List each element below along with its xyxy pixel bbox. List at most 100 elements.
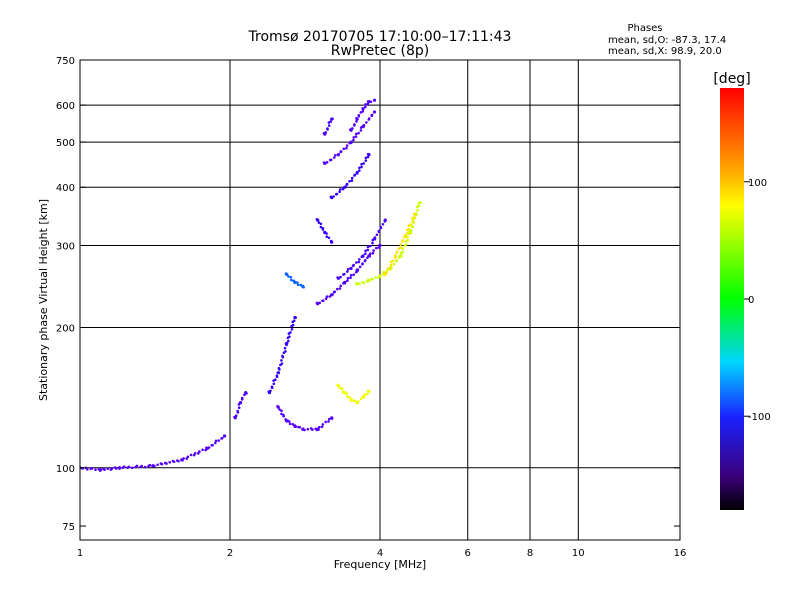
y-axis-label: Stationary phase Virtual Height [km] <box>37 199 50 401</box>
data-point <box>403 234 408 238</box>
data-point <box>359 397 363 401</box>
data-point <box>339 284 343 288</box>
data-point <box>413 212 417 216</box>
data-point <box>343 391 347 395</box>
data-point <box>140 464 143 468</box>
data-point <box>318 425 321 429</box>
data-point <box>355 132 358 136</box>
data-point <box>361 124 365 129</box>
data-point <box>366 248 370 252</box>
phases-line-x: mean, sd,X: 98.9, 20.0 <box>608 46 722 57</box>
x-axis: 1 2 4 6 8 10 16 <box>77 548 687 559</box>
data-point <box>319 225 323 229</box>
data-point <box>372 110 377 114</box>
data-point <box>364 156 368 160</box>
data-point <box>291 323 295 327</box>
data-point <box>198 450 201 453</box>
data-point <box>241 396 244 400</box>
data-point <box>288 422 292 426</box>
data-point <box>383 272 387 276</box>
data-point <box>365 121 368 124</box>
data-point <box>325 161 329 164</box>
data-point <box>353 173 357 177</box>
data-point <box>324 297 328 301</box>
data-point <box>341 187 345 191</box>
data-point <box>353 399 357 403</box>
data-point <box>346 276 350 280</box>
data-point <box>336 384 340 388</box>
y-tick-label: 200 <box>56 324 75 335</box>
data-point <box>281 354 284 358</box>
data-point <box>359 129 363 132</box>
data-point <box>186 455 190 459</box>
data-point <box>367 389 371 393</box>
data-point <box>328 417 331 421</box>
data-point <box>374 276 377 279</box>
data-point <box>408 230 412 234</box>
data-point <box>362 281 366 285</box>
data-point <box>327 420 330 423</box>
chart-subtitle: RwPretec (8p) <box>331 43 429 59</box>
data-point <box>367 153 371 157</box>
data-point <box>358 258 361 261</box>
data-point <box>86 468 89 471</box>
data-point <box>292 319 296 323</box>
data-point <box>330 240 334 244</box>
data-point <box>330 196 334 200</box>
data-point <box>349 128 353 132</box>
phases-header: Phases <box>627 23 662 34</box>
data-point <box>336 287 339 291</box>
data-point <box>316 427 320 431</box>
data-point <box>392 262 396 266</box>
data-point <box>289 275 293 279</box>
data-point <box>399 246 403 249</box>
data-point <box>345 182 349 186</box>
data-point <box>372 237 377 241</box>
data-point <box>336 276 340 280</box>
data-point <box>334 154 337 157</box>
data-point <box>346 270 349 273</box>
data-point <box>401 250 405 254</box>
data-point <box>323 132 327 136</box>
data-point <box>364 249 367 253</box>
data-point <box>343 272 346 276</box>
data-point <box>289 331 292 334</box>
colorbar-tick-label: 100 <box>748 178 767 189</box>
data-point <box>330 117 334 121</box>
data-point <box>355 261 358 264</box>
data-point <box>391 259 395 263</box>
data-point <box>349 140 353 144</box>
data-point <box>110 467 114 470</box>
x-axis-label: Frequency [MHz] <box>334 558 426 571</box>
data-point <box>345 395 349 398</box>
data-point <box>135 464 139 468</box>
data-point <box>148 463 152 467</box>
data-point <box>354 135 358 138</box>
data-point <box>357 260 361 264</box>
x-tick-label: 6 <box>465 548 471 559</box>
colorbar-label: [deg] <box>713 71 750 87</box>
data-point <box>349 276 352 280</box>
data-point <box>193 452 197 455</box>
data-point <box>324 420 328 424</box>
data-point <box>387 266 391 270</box>
data-point <box>394 254 398 258</box>
data-point <box>367 254 371 258</box>
data-point <box>349 398 353 402</box>
y-tick-label: 75 <box>62 522 75 533</box>
data-point <box>372 98 377 102</box>
data-point <box>366 245 370 249</box>
colorbar-tick-label: 0 <box>748 295 754 306</box>
y-tick-label: 500 <box>56 138 75 149</box>
data-point <box>338 386 342 390</box>
data-point <box>236 409 239 413</box>
data-point <box>285 419 289 423</box>
data-point <box>233 416 237 420</box>
colorbar-ticks: -100 0 100 <box>744 178 771 423</box>
colorbar-tick-label: -100 <box>748 412 771 423</box>
data-point <box>327 124 331 127</box>
data-point <box>301 427 305 431</box>
data-point <box>401 247 405 251</box>
data-point <box>352 273 356 277</box>
